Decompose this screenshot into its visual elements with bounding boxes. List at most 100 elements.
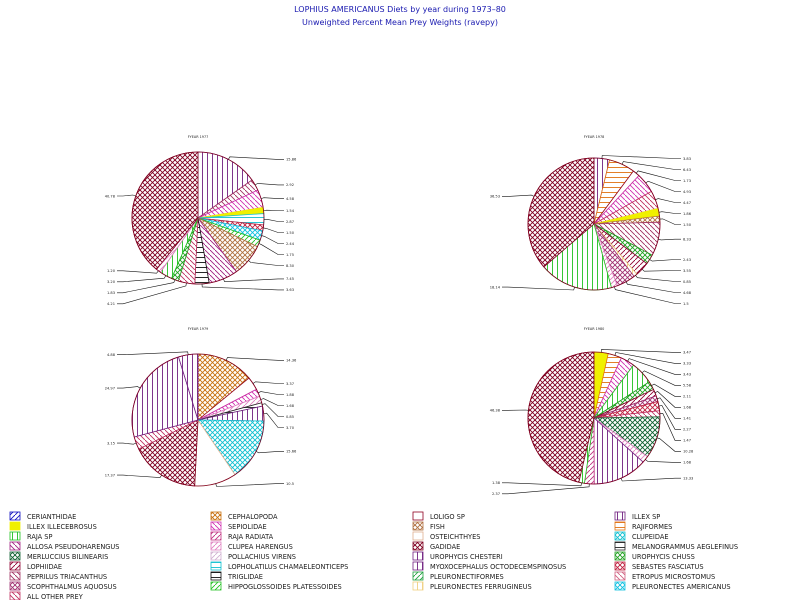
- leader-line: [656, 437, 681, 452]
- legend-label: PLEURONECTES FERRUGINEUS: [430, 583, 532, 591]
- legend-item: MELANOGRAMMUS AEGLEFINUS: [614, 541, 738, 551]
- leader-line: [601, 155, 681, 159]
- slice-label: 2.11: [683, 395, 691, 399]
- slice-label: 2.37: [492, 492, 500, 496]
- leader-line: [649, 259, 681, 262]
- slice-label: 8.33: [683, 238, 691, 242]
- slice-label: 4.88: [107, 353, 116, 357]
- slice-label: 2.92: [286, 183, 294, 187]
- legend-swatch: [412, 551, 424, 561]
- slice-label: 10.5: [286, 482, 294, 486]
- legend-swatch: [210, 551, 222, 561]
- legend-item: POLLACHIUS VIRENS: [210, 551, 296, 561]
- slice-label: 3.20: [107, 280, 116, 284]
- legend-swatch: [9, 541, 21, 551]
- legend-label: CLUPEIDAE: [632, 533, 669, 541]
- legend-label: MYOXOCEPHALUS OCTODECEMSPINOSUS: [430, 563, 566, 571]
- legend-swatch: [9, 581, 21, 591]
- slice-label: 0.85: [286, 415, 294, 419]
- legend-item: CLUPEIDAE: [614, 531, 669, 541]
- slice-label: 13.33: [683, 477, 693, 481]
- slice-label: 3.15: [107, 441, 115, 445]
- leader-line: [658, 405, 681, 430]
- legend-item: SEPIOLIDAE: [210, 521, 267, 531]
- slice-label: 7.45: [286, 277, 294, 281]
- leader-line: [117, 474, 162, 478]
- legend-item: ILLEX SP: [614, 511, 660, 521]
- slice-label: 4.47: [683, 201, 691, 205]
- legend-swatch: [210, 571, 222, 581]
- slice-label: 3.43: [683, 373, 691, 377]
- slice-label: 2.27: [683, 428, 691, 432]
- slice-label: 1.50: [286, 231, 295, 235]
- legend-item: MERLUCCIUS BILINEARIS: [9, 551, 108, 561]
- slice-label: 8.30: [286, 264, 295, 268]
- legend-swatch: [614, 561, 626, 571]
- legend-swatch: [614, 531, 626, 541]
- legend-item: ETROPUS MICROSTOMUS: [614, 571, 715, 581]
- legend-label: RAJA RADIATA: [228, 533, 274, 541]
- slice-label: 40.78: [105, 194, 116, 198]
- legend-item: FISH: [412, 521, 445, 531]
- leader-line: [614, 352, 681, 364]
- slice-label: 4.21: [107, 302, 115, 306]
- slice-label: 2.87: [286, 220, 294, 224]
- leader-line: [620, 477, 681, 482]
- leader-line: [261, 235, 284, 244]
- legend-label: TRIGLIDAE: [227, 573, 263, 581]
- leader-line: [257, 391, 284, 395]
- leader-line: [261, 197, 284, 199]
- leader-line: [625, 281, 681, 293]
- legend-label: ETROPUS MICROSTOMUS: [632, 573, 715, 581]
- leader-line: [635, 170, 681, 181]
- legend-label: FISH: [430, 523, 445, 531]
- legend-item: TRIGLIDAE: [210, 571, 263, 581]
- legend-swatch: [614, 511, 626, 521]
- legend-label: LOLIGO SP: [430, 513, 465, 521]
- leader-line: [117, 282, 187, 305]
- slice-label: 3.33: [683, 362, 691, 366]
- slice-label: 18.14: [490, 285, 501, 289]
- slice-label: 1.47: [683, 439, 691, 443]
- legend-swatch: [9, 591, 21, 600]
- legend-label: SEBASTES FASCIATUS: [632, 563, 704, 571]
- leader-line: [645, 180, 681, 192]
- slice-label: 1.20: [107, 269, 116, 273]
- legend-label: ILLEX ILLECEBROSUS: [27, 523, 97, 531]
- legend-label: ILLEX SP: [632, 513, 660, 521]
- legend-item: SEBASTES FASCIATUS: [614, 561, 704, 571]
- legend-swatch: [9, 551, 21, 561]
- legend-swatch: [9, 571, 21, 581]
- legend-label: HIPPOGLOSSOIDES PLATESSOIDES: [228, 583, 342, 591]
- leader-line: [262, 403, 284, 417]
- pie-title: FYEAR 1978: [584, 135, 605, 139]
- slice-label: 3.63: [286, 288, 294, 292]
- leader-line: [201, 283, 284, 291]
- slice-label: 2.43: [683, 258, 691, 262]
- legend-item: RAJA RADIATA: [210, 531, 274, 541]
- legend-item: SCOPHTHALMUS AQUOSUS: [9, 581, 117, 591]
- legend-item: ILLEX ILLECEBROSUS: [9, 521, 97, 531]
- leader-line: [117, 351, 189, 356]
- pie-3: FYEAR 1979 14.36 3.37 1.88 1.68 0.85 3.70 15.66…: [105, 327, 297, 487]
- legend-label: ALLOSA PSEUDOHARENGUS: [27, 543, 119, 551]
- leader-line: [263, 227, 284, 233]
- slice-label: 24.97: [105, 386, 115, 390]
- slice-label: 3.47: [683, 351, 691, 355]
- slice-label: 15.86: [286, 158, 297, 162]
- legend-label: MELANOGRAMMUS AEGLEFINUS: [632, 543, 738, 551]
- leader-line: [252, 381, 284, 384]
- leader-line: [645, 459, 681, 463]
- legend-label: PLEURONECTES AMERICANUS: [632, 583, 731, 591]
- pie-outline: [131, 353, 265, 487]
- slice-label: 1.75: [286, 253, 294, 257]
- leader-line: [502, 483, 590, 495]
- slice-label: 1.68: [683, 461, 692, 465]
- legend-swatch: [210, 511, 222, 521]
- leader-line: [117, 270, 159, 274]
- legend-swatch: [210, 531, 222, 541]
- leader-line: [614, 286, 681, 304]
- slice-label: 2.44: [286, 242, 295, 246]
- pie-title: FYEAR 1980: [584, 327, 605, 331]
- slice-label: 46.38: [490, 409, 501, 413]
